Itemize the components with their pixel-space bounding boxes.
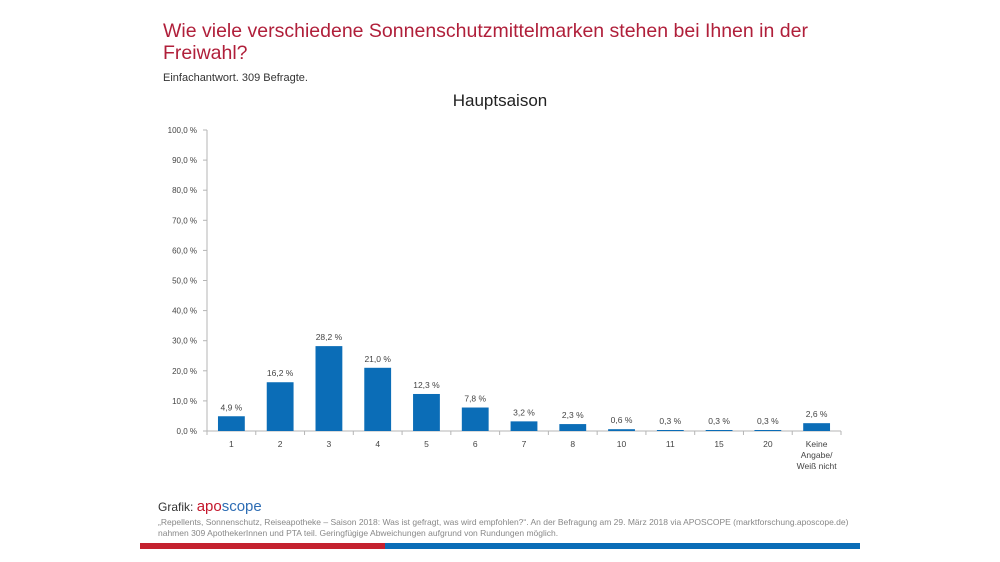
value-label: 7,8 %: [464, 394, 486, 404]
bar: [705, 430, 733, 431]
y-tick-label: 80,0 %: [172, 186, 197, 195]
brand-logo-apo: apo: [196, 498, 222, 515]
category-label: 4: [375, 439, 380, 449]
y-tick-label: 90,0 %: [172, 156, 197, 165]
bar: [413, 393, 440, 431]
question-subtitle: Einfachantwort. 309 Befragte.: [163, 72, 308, 84]
y-tick-label: 70,0 %: [172, 216, 197, 225]
footer-bar-blue: [385, 543, 860, 549]
footer-bar-red: [140, 543, 385, 549]
y-axis: 0,0 % 10,0 % 20,0 % 30,0 % 40,0 % 50,0 % 60,0 …: [168, 126, 208, 436]
bar: [315, 346, 343, 431]
category-label: 5: [424, 439, 429, 449]
value-label: 16,2 %: [267, 368, 294, 378]
value-label: 4,9 %: [221, 402, 243, 412]
category-label: 11: [666, 439, 675, 449]
bar: [754, 430, 782, 431]
question-title: Wie viele verschiedene Sonnenschutzmitte…: [163, 20, 808, 64]
bar: [364, 367, 392, 431]
value-label: 0,3 %: [708, 416, 730, 426]
category-label: 10: [617, 439, 627, 449]
category-label: 2: [278, 439, 283, 449]
bar: [266, 382, 294, 431]
value-label: 12,3 %: [413, 380, 440, 390]
bar: [217, 416, 245, 431]
footnote: „Repellents, Sonnenschutz, Reiseapotheke…: [158, 517, 849, 538]
value-label: 2,6 %: [806, 409, 828, 419]
category-label: Angabe/: [801, 450, 833, 460]
y-tick-label: 100,0 %: [168, 126, 197, 135]
y-tick-label: 50,0 %: [172, 277, 197, 286]
category-label: Weiß nicht: [797, 461, 838, 471]
bar: [803, 423, 831, 431]
value-label: 28,2 %: [316, 332, 343, 342]
y-tick-label: 60,0 %: [172, 246, 197, 255]
value-label: 0,6 %: [611, 415, 633, 425]
y-tick-label: 40,0 %: [172, 307, 197, 316]
bar: [656, 430, 684, 431]
category-label: 7: [522, 439, 527, 449]
category-label: 20: [763, 439, 773, 449]
category-label: 1: [229, 439, 234, 449]
brand-logo-scope: scope: [221, 498, 262, 515]
bar: [510, 421, 538, 431]
grafik-credit: Grafik: aposcope: [158, 498, 262, 515]
bars: 4,9 % 16,2 % 28,2 % 21,0 % 12,3 % 7,8 % 3,2 % 2…: [217, 332, 831, 431]
category-label: 15: [714, 439, 724, 449]
value-label: 3,2 %: [513, 407, 535, 417]
value-label: 0,3 %: [659, 416, 681, 426]
y-tick-label: 30,0 %: [172, 337, 197, 346]
bar: [461, 407, 489, 431]
bar: [559, 424, 587, 431]
category-label: 3: [327, 439, 332, 449]
y-tick-label: 20,0 %: [172, 367, 197, 376]
value-label: 2,3 %: [562, 410, 584, 420]
category-label: Keine: [806, 439, 828, 449]
y-tick-label: 0,0 %: [177, 427, 197, 436]
bar: [608, 429, 635, 431]
value-label: 21,0 %: [364, 354, 391, 364]
category-label: 6: [473, 439, 478, 449]
y-tick-label: 10,0 %: [172, 397, 197, 406]
grafik-label: Grafik:: [158, 500, 194, 514]
value-label: 0,3 %: [757, 416, 779, 426]
chart-title: Hauptsaison: [452, 91, 548, 110]
category-label: 8: [570, 439, 575, 449]
